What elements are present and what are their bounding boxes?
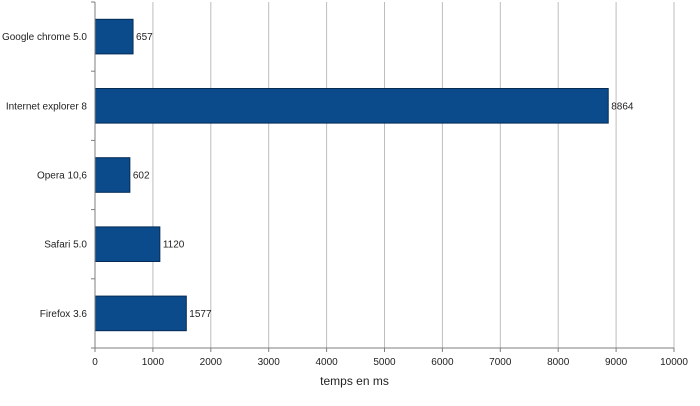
data-label: 1577 <box>189 309 212 320</box>
data-label: 602 <box>133 171 150 182</box>
x-tick-label: 10000 <box>660 357 688 368</box>
data-label: 657 <box>136 32 153 43</box>
x-tick-label: 7000 <box>489 357 512 368</box>
labels: 0 1000 2000 3000 4000 5000 6000 7000 8000 9000 100… <box>2 32 688 368</box>
gridlines <box>152 2 675 348</box>
category-label: Firefox 3.6 <box>40 309 88 320</box>
x-tick-label: 2000 <box>200 357 223 368</box>
x-axis-title: temps en ms <box>320 374 389 388</box>
x-tick-label: 5000 <box>373 357 396 368</box>
category-label: Internet explorer 8 <box>6 101 88 112</box>
category-label: Opera 10,6 <box>37 171 87 182</box>
bar <box>94 18 134 55</box>
category-label: Google chrome 5.0 <box>2 32 87 43</box>
bar <box>94 88 609 124</box>
bar <box>94 157 131 193</box>
data-label: 1120 <box>163 240 185 251</box>
bars <box>94 18 609 332</box>
x-tick-label: 3000 <box>258 357 281 368</box>
bar <box>94 295 187 332</box>
category-label: Safari 5.0 <box>44 240 87 251</box>
axes <box>91 1 675 352</box>
x-tick-label: 1000 <box>142 357 165 368</box>
x-tick-label: 9000 <box>605 357 628 368</box>
x-tick-label: 4000 <box>315 357 338 368</box>
x-tick-label: 6000 <box>431 357 454 368</box>
x-tick-label: 8000 <box>547 357 570 368</box>
x-tick-label: 0 <box>92 357 98 368</box>
bar <box>94 226 161 262</box>
data-label: 8864 <box>611 101 634 112</box>
